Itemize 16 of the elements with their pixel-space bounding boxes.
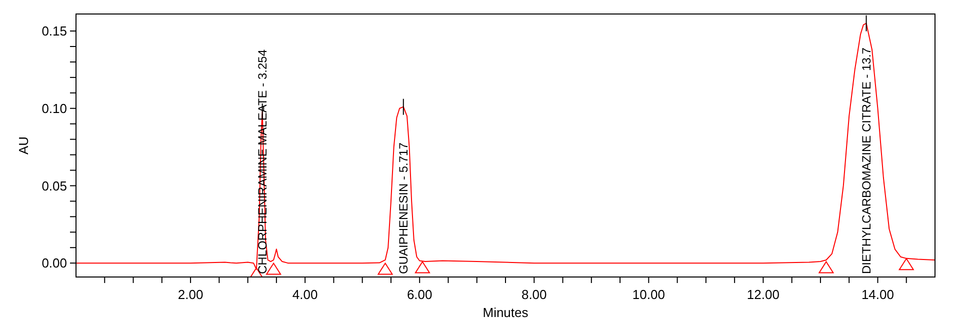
y-tick-label: 0.10 [42, 100, 67, 116]
x-tick-label: 14.00 [861, 287, 894, 302]
x-tick-label: 8.00 [521, 287, 547, 302]
x-tick-label: 12.00 [746, 287, 780, 302]
annotation: CHLORPHENIRAMINE MALEATE - 3.254 [255, 49, 270, 274]
x-tick-label: 6.00 [406, 287, 432, 302]
y-tick-label: 0.15 [42, 24, 67, 39]
x-tick-label: 4.00 [292, 287, 318, 302]
annotation: DIETHYLCARBOMAZINE CITRATE - 13.7 [859, 47, 874, 274]
annotation: GUAIPHENESIN - 5.717 [396, 142, 410, 274]
x-tick-label: 10.00 [632, 287, 665, 302]
x-axis-title: Minutes [482, 305, 529, 320]
y-tick-label: 0.00 [42, 256, 67, 271]
y-tick-label: 0.05 [42, 178, 67, 194]
y-axis-title: AU [16, 136, 31, 155]
x-tick-label: 2.00 [178, 287, 204, 302]
